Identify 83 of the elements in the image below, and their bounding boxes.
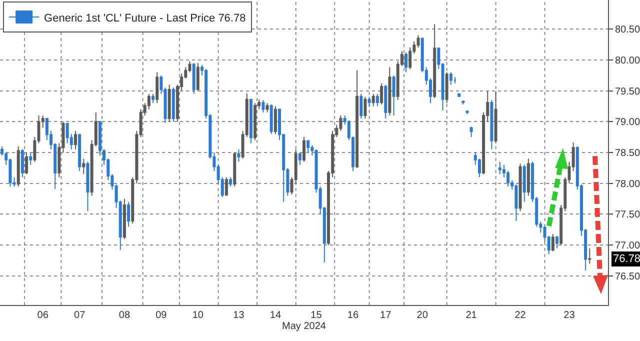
y-tick-label: 80.50: [615, 24, 640, 36]
candlestick: [458, 93, 461, 98]
candlestick: [433, 24, 436, 99]
x-tick-label: 10: [192, 310, 204, 321]
candlestick: [462, 100, 465, 105]
candlestick: [127, 201, 130, 228]
candlestick: [588, 248, 592, 264]
candlestick: [262, 100, 265, 113]
candlestick: [555, 235, 558, 249]
candlestick: [274, 106, 277, 134]
y-tick-label: 77.50: [615, 210, 640, 221]
y-tick-label: 78.50: [615, 148, 640, 159]
x-tick-label: 14: [270, 310, 282, 321]
candlestick: [404, 52, 408, 73]
x-tick-label: 20: [416, 310, 428, 321]
candlestick: [74, 130, 77, 150]
candlestick: [470, 126, 473, 138]
candlestick: [249, 98, 252, 144]
candlestick: [270, 104, 273, 134]
candlestick: [152, 93, 155, 104]
candlestick: [302, 136, 306, 162]
y-tick-label: 78.00: [615, 178, 640, 190]
candlestick: [298, 152, 302, 166]
x-tick-label: 08: [118, 310, 130, 321]
x-tick-label: 17: [380, 310, 392, 321]
y-tick-label: 80.00: [615, 55, 640, 66]
x-tick-label: 09: [156, 310, 168, 321]
text: 76.78: [613, 253, 640, 265]
candlestick: [364, 96, 367, 120]
x-tick-label: 16: [347, 310, 359, 321]
x-tick-label: 06: [37, 310, 49, 321]
candlestick: [445, 72, 448, 104]
candlestick: [82, 158, 86, 175]
candlestick: [494, 90, 498, 144]
candlestick: [380, 82, 384, 105]
candlestick: [388, 66, 392, 116]
candlestick: [522, 164, 526, 202]
candlestick: [518, 163, 522, 212]
candlestick: [29, 152, 32, 166]
candlestick: [25, 152, 28, 175]
candlestick: [229, 176, 232, 187]
candlestick: [490, 100, 494, 150]
x-tick-label: 13: [233, 310, 245, 321]
candlestick: [233, 152, 236, 187]
legend-label: Generic 1st 'CL' Future - Last Price 76.78: [44, 12, 246, 24]
candlestick: [122, 198, 126, 240]
candlestick: [16, 146, 20, 187]
candlestick: [224, 176, 228, 196]
y-tick-label: 76.50: [615, 271, 640, 282]
candlestick: [78, 133, 82, 172]
x-tick-label: 23: [564, 310, 576, 321]
y-tick-label: 79.00: [615, 117, 640, 128]
candlestick: [254, 102, 257, 141]
candlestick: [86, 161, 90, 212]
candlestick: [360, 93, 363, 120]
candlestick: [20, 148, 24, 178]
candlestick: [376, 93, 379, 107]
candlestick: [372, 93, 375, 107]
x-tick-label: 15: [310, 310, 322, 321]
candlestick: [237, 148, 240, 162]
y-tick-label: 77.00: [615, 240, 640, 252]
candlestick: [466, 110, 469, 115]
candlestick: [168, 84, 171, 122]
candlestick: [172, 87, 175, 122]
candlestick: [384, 84, 388, 120]
candlestick: [368, 96, 371, 107]
x-axis-title: May 2024: [282, 321, 326, 332]
candlestick: [449, 72, 452, 86]
candlestick: [156, 72, 159, 104]
y-tick-label: 79.50: [615, 86, 640, 98]
x-tick-label: 22: [514, 310, 526, 321]
candlestick: [196, 62, 200, 92]
candlestick: [526, 158, 530, 196]
x-tick-label: 21: [466, 310, 478, 321]
x-tick-label: 07: [74, 310, 86, 321]
candlestick: [514, 184, 518, 222]
candlestick: [392, 74, 396, 116]
candlestick: [192, 62, 196, 94]
candlestick: [356, 70, 359, 168]
candlestick: [498, 161, 502, 175]
candlestick: [551, 234, 554, 252]
candlestick: [266, 102, 269, 113]
candlestick: [306, 140, 310, 153]
